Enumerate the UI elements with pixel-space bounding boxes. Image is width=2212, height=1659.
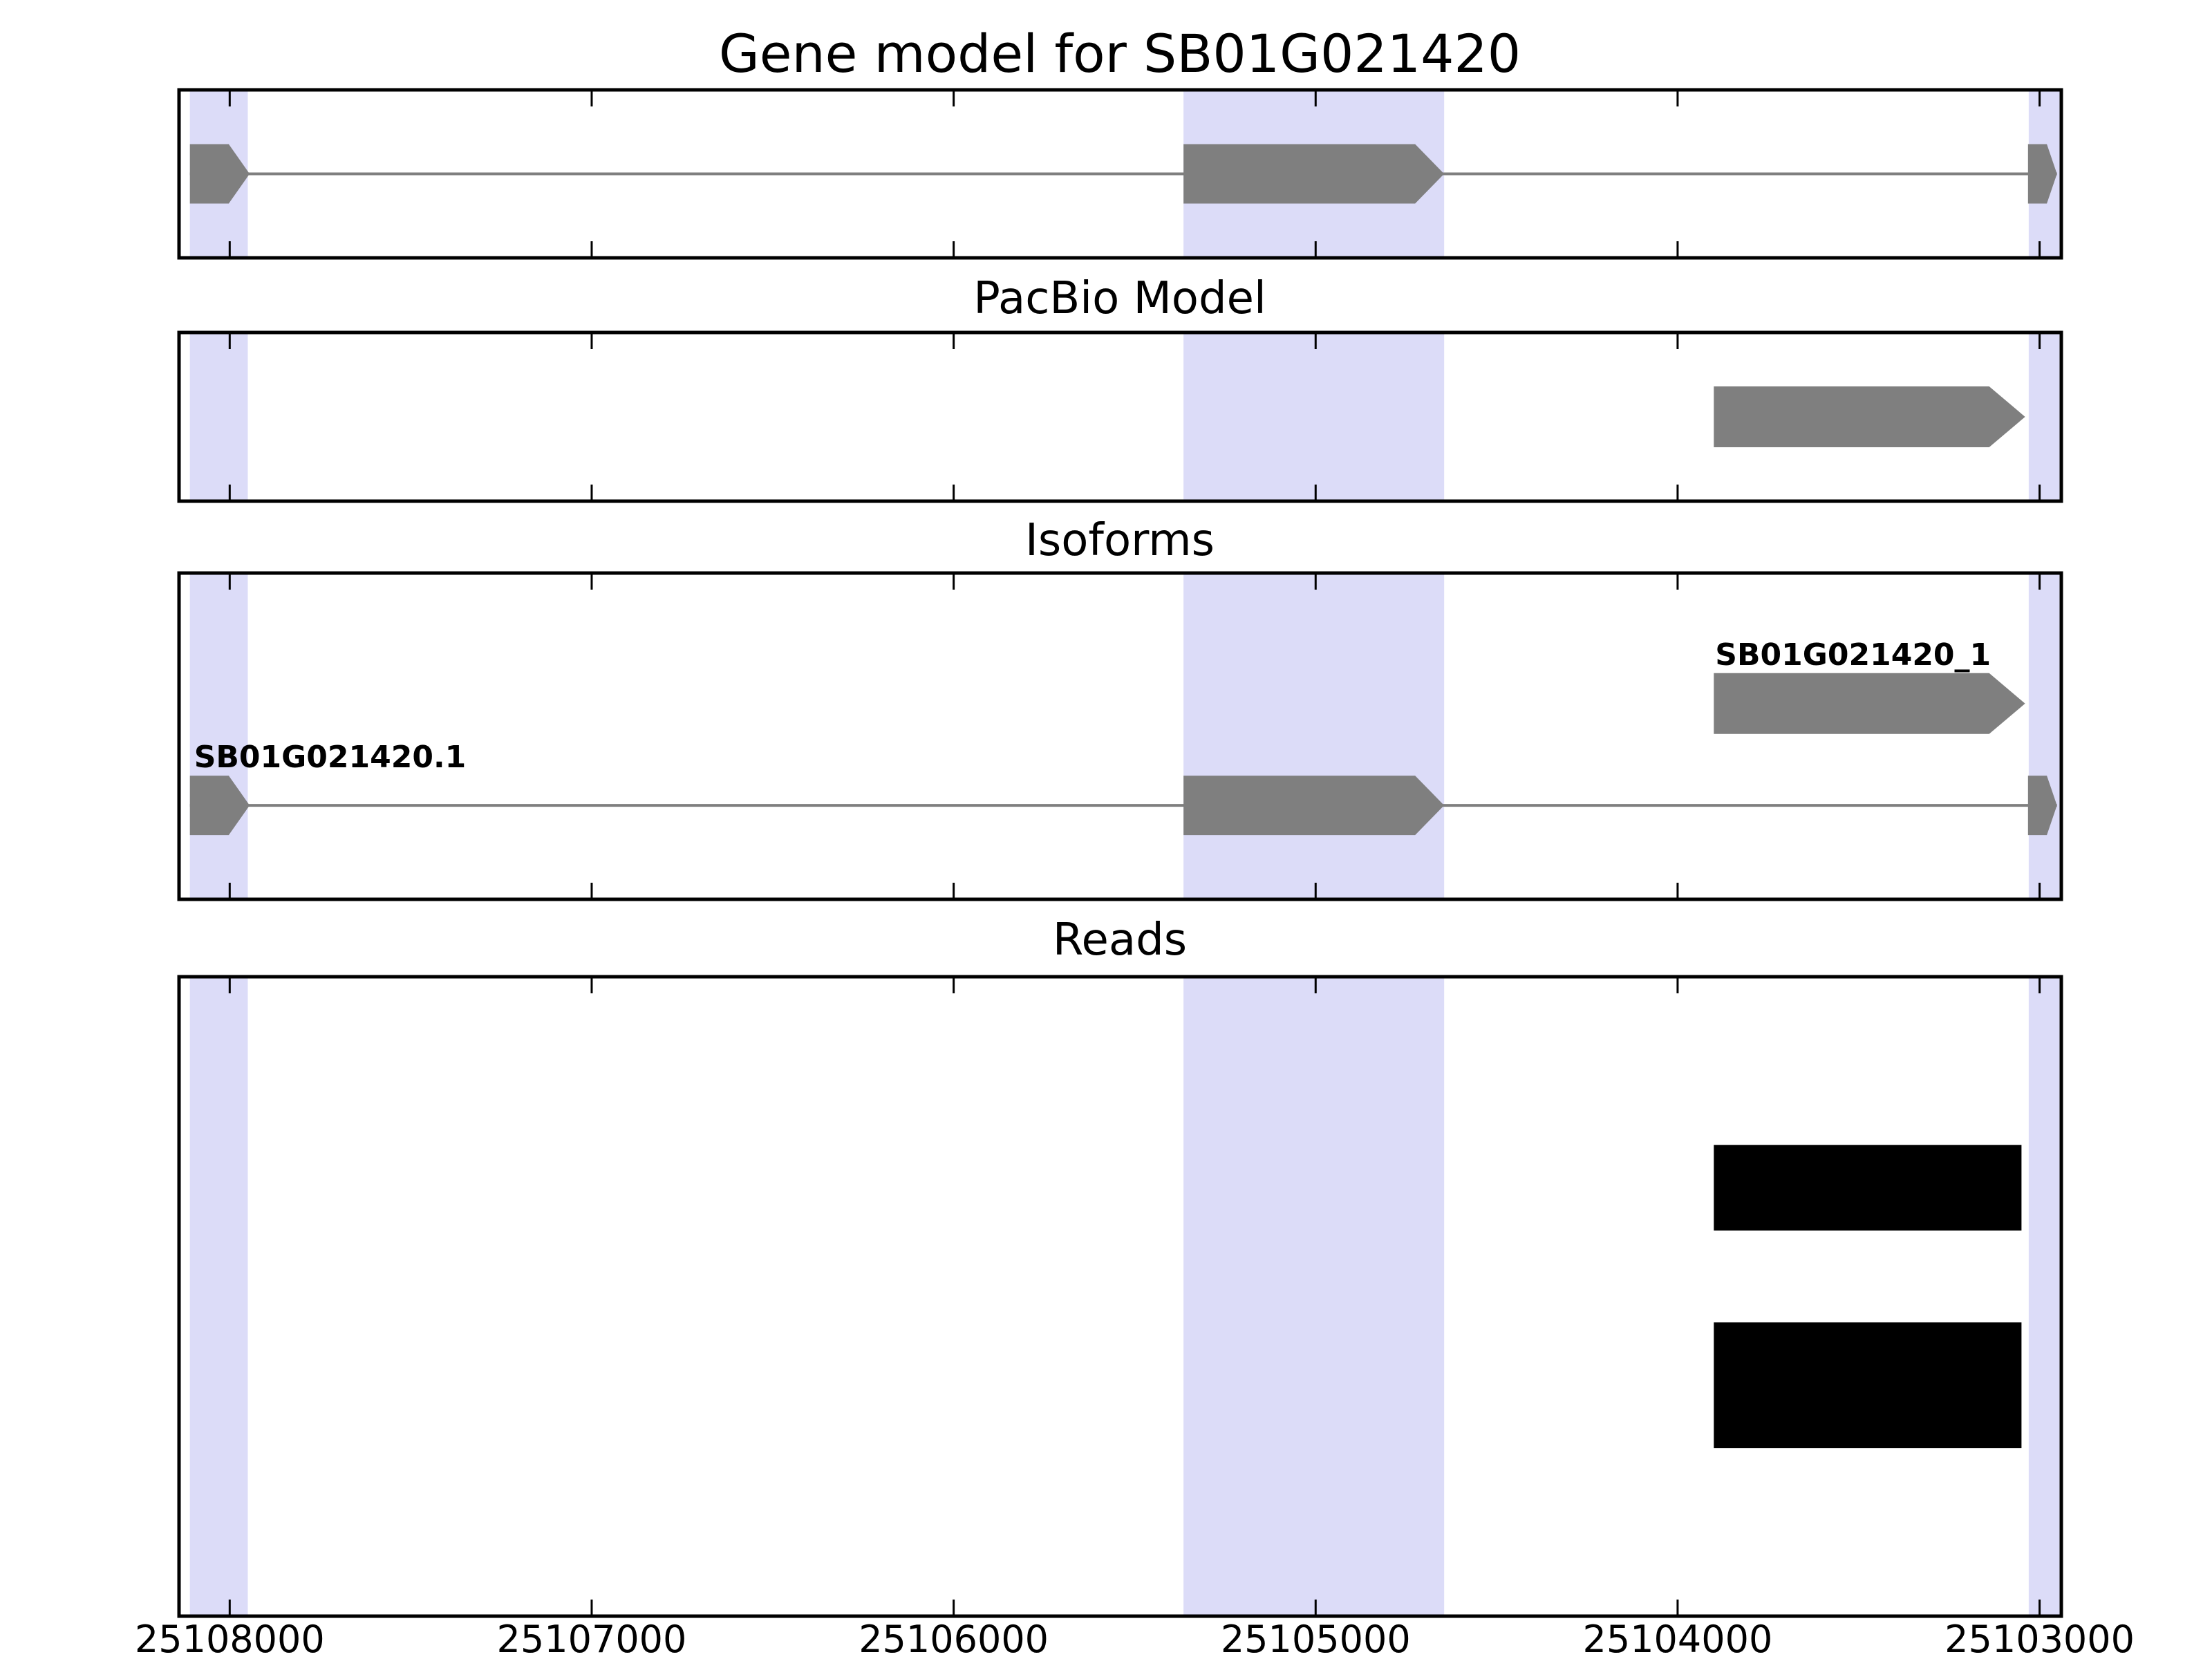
highlight-band [189,332,248,501]
highlight-band [189,573,248,899]
x-tick-label: 25104000 [1582,1618,1772,1659]
track-panel-gene-model [177,88,2063,260]
title-reads: Reads [1053,915,1187,966]
transcript-arrow [1714,386,2025,447]
x-axis: 25108000 25107000 25106000 25105000 25104000… [135,1618,2135,1659]
panel-border [177,975,2063,1618]
gene-exon [2027,776,2057,836]
gene-exon [2027,144,2057,204]
highlight-band [1183,977,1445,1616]
highlight-band [189,977,248,1616]
feature-label: SB01G021420.1 [194,740,467,775]
x-tick-label: 25103000 [1944,1618,2135,1659]
highlight-band [2028,332,2060,501]
panel-border [177,330,2063,503]
highlight-band [1183,573,1445,899]
transcript-arrow [1714,673,2025,734]
panel-border [177,88,2063,260]
track-panel-reads [177,975,2063,1618]
gene-exon [1183,144,1445,204]
feature-label: SB01G021420_1 [1715,637,1991,673]
gene-exon [189,144,250,204]
title-pacbio-model: PacBio Model [973,273,1266,324]
highlight-band [2028,977,2060,1616]
track-panel-isoforms: SB01G021420_1 SB01G021420.1 [177,571,2063,901]
track-panels: SB01G021420_1 SB01G021420.1 [177,88,2063,1618]
panel-border [177,571,2063,901]
highlight-band [2028,573,2060,899]
x-tick-label: 25108000 [135,1618,325,1659]
gene-exon [1183,776,1445,836]
title-isoforms: Isoforms [1025,515,1215,566]
gene-exon [189,776,250,836]
x-tick-label: 25106000 [859,1618,1049,1659]
read-bar [1714,1145,2022,1231]
title-gene-model: Gene model for SB01G021420 [719,23,1521,84]
track-panel-pacbio [177,330,2063,503]
highlight-band [1183,332,1445,501]
x-tick-label: 25107000 [497,1618,687,1659]
read-bar [1714,1322,2022,1449]
x-tick-label: 25105000 [1221,1618,1411,1659]
